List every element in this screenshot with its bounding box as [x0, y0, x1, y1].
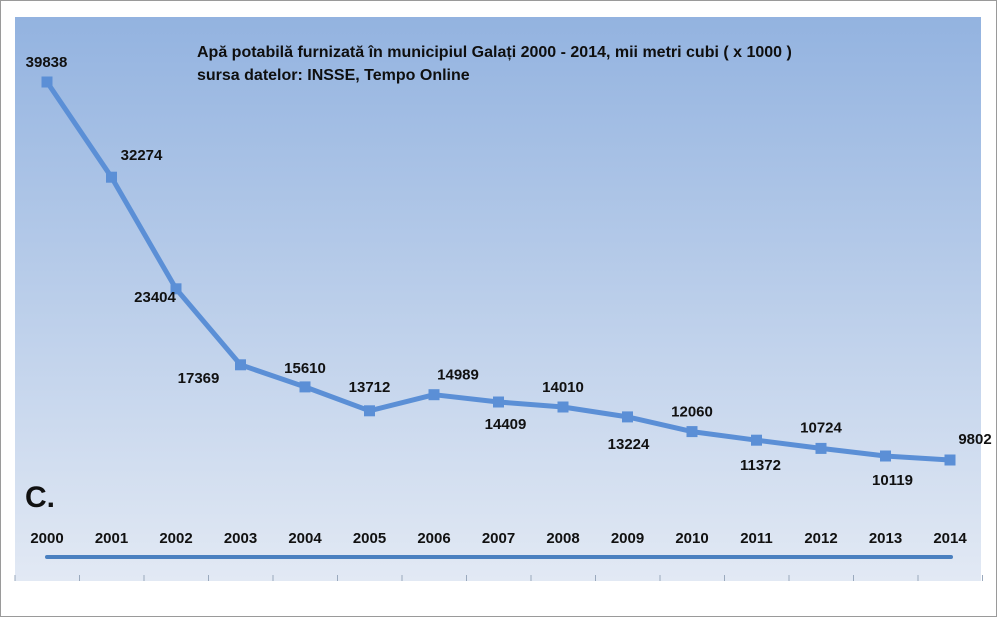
chart-title: Apă potabilă furnizată în municipiul Gal… — [197, 44, 792, 61]
data-point-2007 — [493, 396, 504, 408]
panel-letter: C. — [25, 481, 55, 514]
x-tick-label-2002: 2002 — [159, 530, 192, 547]
data-point-2013 — [880, 450, 891, 462]
bottom-tick-marks — [14, 575, 983, 581]
x-tick-label-2009: 2009 — [611, 530, 644, 547]
x-tick-label-2007: 2007 — [482, 530, 515, 547]
x-tick-label-2013: 2013 — [869, 530, 902, 547]
plot-background — [15, 17, 981, 581]
data-point-2009 — [622, 411, 633, 423]
x-tick-label-2001: 2001 — [95, 530, 128, 547]
data-label-2005: 13712 — [349, 379, 391, 396]
data-label-2009: 13224 — [608, 436, 650, 453]
x-tick-label-2011: 2011 — [740, 530, 773, 547]
data-point-2008 — [557, 401, 569, 413]
data-point-2001 — [106, 171, 117, 183]
data-label-2004: 15610 — [284, 360, 326, 377]
x-tick-label-2005: 2005 — [353, 530, 386, 547]
data-point-2006 — [428, 389, 440, 401]
x-tick-label-2004: 2004 — [288, 530, 322, 547]
x-tick-label-2006: 2006 — [417, 530, 450, 547]
data-label-2011: 11372 — [740, 457, 781, 474]
x-tick-label-2014: 2014 — [933, 530, 967, 547]
data-point-2003 — [235, 359, 246, 371]
data-point-2014 — [944, 454, 956, 466]
data-point-2004 — [299, 381, 311, 393]
data-label-2012: 10724 — [800, 419, 842, 436]
data-label-2014: 9802 — [958, 431, 991, 448]
data-label-2013: 10119 — [872, 472, 913, 489]
data-label-2002: 23404 — [134, 289, 176, 306]
x-tick-label-2012: 2012 — [804, 530, 837, 547]
data-label-2010: 12060 — [671, 404, 713, 421]
x-tick-label-2003: 2003 — [224, 530, 257, 547]
data-point-2011 — [751, 434, 762, 446]
markers — [41, 76, 956, 466]
data-label-2007: 14409 — [485, 416, 527, 433]
data-label-2003: 17369 — [178, 370, 220, 387]
x-tick-label-2010: 2010 — [675, 530, 708, 547]
data-label-2001: 32274 — [121, 147, 163, 164]
x-tick-label-2008: 2008 — [546, 530, 579, 547]
x-tick-label-2000: 2000 — [30, 530, 63, 547]
data-point-2012 — [815, 442, 827, 454]
x-tick-labels: 2000 2001 2002 2003 2004 2005 2006 2007 2008 2009… — [30, 530, 967, 547]
chart-subtitle: sursa datelor: INSSE, Tempo Online — [197, 67, 470, 84]
data-label-2000: 39838 — [26, 54, 68, 71]
data-point-2000 — [41, 76, 53, 88]
data-point-2002 — [170, 283, 182, 295]
data-label-2008: 14010 — [542, 379, 584, 396]
data-point-2010 — [686, 426, 698, 438]
data-point-2005 — [364, 405, 375, 417]
data-labels: 39838 32274 23404 17369 15610 13712 14989 14409… — [26, 54, 992, 489]
data-label-2006: 14989 — [437, 367, 479, 384]
